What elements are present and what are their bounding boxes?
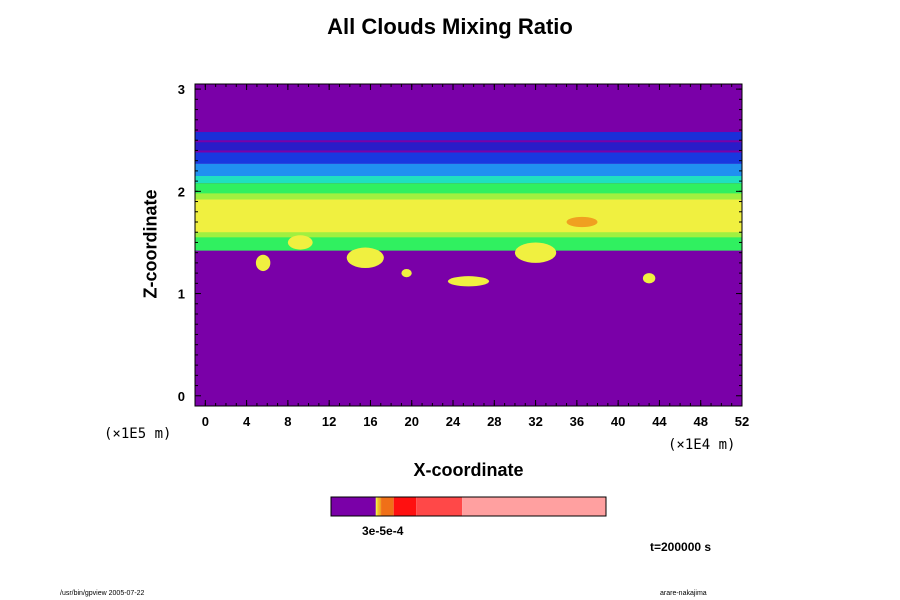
y-tick-label: 0 bbox=[178, 389, 185, 404]
field-band bbox=[195, 199, 742, 233]
field-band bbox=[195, 142, 742, 151]
colorbar-segment bbox=[377, 497, 380, 516]
y-tick-label: 2 bbox=[178, 184, 185, 199]
x-tick-label: 20 bbox=[405, 414, 419, 429]
colorbar-segment bbox=[393, 497, 417, 516]
x-tick-label: 0 bbox=[202, 414, 209, 429]
x-tick-label: 12 bbox=[322, 414, 336, 429]
x-tick-label: 36 bbox=[570, 414, 584, 429]
field-blob bbox=[566, 216, 598, 228]
colorbar-label: 3e-5e-4 bbox=[362, 524, 404, 538]
colorbar-segment bbox=[381, 497, 394, 516]
x-unit-label: (×1E4 m) bbox=[668, 437, 736, 453]
field-blob bbox=[255, 254, 271, 272]
field-band bbox=[195, 132, 742, 141]
x-tick-label: 52 bbox=[735, 414, 749, 429]
field-blob bbox=[287, 235, 313, 250]
colorbar-segment bbox=[379, 497, 382, 516]
colorbar-segment bbox=[331, 497, 376, 516]
footer-right-text: arare-nakajima bbox=[660, 590, 707, 597]
z-unit-label: (×1E5 m) bbox=[104, 426, 172, 442]
colorbar-frame bbox=[330, 496, 607, 517]
field-blob bbox=[642, 273, 656, 284]
x-tick-label: 16 bbox=[363, 414, 377, 429]
field-band bbox=[195, 152, 742, 164]
plot-frame bbox=[194, 83, 743, 407]
x-tick-label: 44 bbox=[652, 414, 667, 429]
y-tick-label: 3 bbox=[178, 82, 185, 97]
field-band bbox=[195, 163, 742, 176]
field-band bbox=[195, 176, 742, 184]
x-tick-label: 48 bbox=[693, 414, 707, 429]
field-blob bbox=[346, 247, 384, 268]
footer-left-text: /usr/bin/gpview 2005-07-22 bbox=[60, 590, 145, 597]
field-blob bbox=[504, 210, 536, 224]
field-blob bbox=[514, 242, 557, 263]
x-axis-label: X-coordinate bbox=[413, 460, 524, 480]
x-tick-label: 8 bbox=[284, 414, 291, 429]
field-blob bbox=[401, 269, 412, 278]
x-tick-label: 32 bbox=[528, 414, 542, 429]
field-blob bbox=[447, 276, 490, 287]
time-label: t=200000 s bbox=[650, 540, 712, 554]
x-tick-label: 40 bbox=[611, 414, 625, 429]
chart-title: All Clouds Mixing Ratio bbox=[327, 14, 573, 39]
colorbar-segment bbox=[462, 497, 606, 516]
colorbar-segment bbox=[416, 497, 463, 516]
x-tick-label: 24 bbox=[446, 414, 461, 429]
x-tick-label: 28 bbox=[487, 414, 501, 429]
colorbar-segment bbox=[375, 497, 378, 516]
y-tick-label: 1 bbox=[178, 287, 185, 302]
x-tick-label: 4 bbox=[243, 414, 251, 429]
